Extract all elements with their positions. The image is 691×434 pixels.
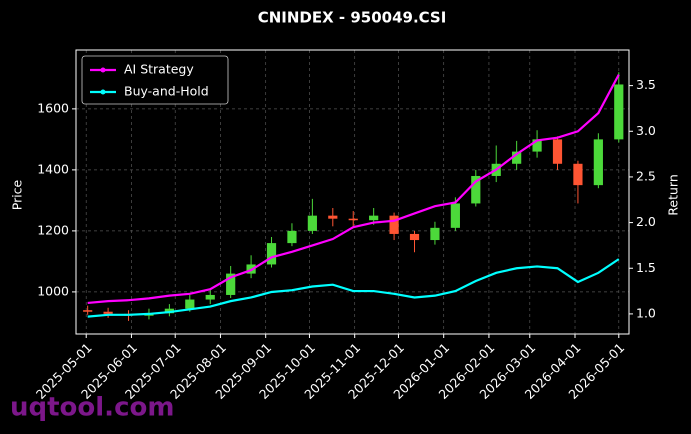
candle-body [614, 84, 624, 140]
candle-body [450, 203, 460, 228]
y-tick-label: 1600 [37, 100, 69, 115]
y-tick-label: 1200 [37, 222, 69, 237]
candle-body [471, 175, 481, 204]
candle-body [409, 233, 420, 241]
legend-marker [100, 67, 106, 73]
y2-tick-label: 2.0 [636, 214, 656, 229]
y2-tick-label: 2.5 [636, 168, 656, 183]
legend-label: AI Strategy [124, 62, 194, 77]
candle-body [369, 215, 379, 221]
candle-body [573, 163, 583, 186]
candle-body [328, 215, 338, 219]
candle-body [226, 273, 236, 295]
candle-body [307, 215, 317, 231]
candle-body [185, 299, 195, 309]
legend-box [81, 55, 229, 105]
plot-frame [75, 49, 630, 335]
candle-body [512, 151, 522, 164]
candle-body [430, 227, 440, 241]
candle-body [266, 243, 277, 265]
candle-body [348, 218, 358, 221]
candle-body [103, 311, 113, 314]
candle-body [205, 294, 215, 300]
chart-title: CNINDEX - 950049.CSI [258, 9, 447, 27]
y2-tick-label: 3.5 [636, 77, 656, 92]
candle-body [287, 230, 297, 244]
candle-body [552, 139, 563, 164]
candle-body [83, 310, 93, 312]
legend-label: Buy-and-Hold [124, 84, 209, 99]
y2-tick-label: 1.5 [636, 260, 656, 275]
watermark: uqtool.com [10, 393, 174, 423]
legend-marker [100, 89, 106, 95]
y2-tick-label: 3.0 [636, 123, 656, 138]
y-tick-label: 1000 [37, 283, 69, 298]
candle-body [389, 215, 399, 234]
y2-axis-label: Return [666, 174, 681, 215]
candle-body [593, 139, 603, 186]
y-tick-label: 1400 [37, 161, 69, 176]
line-series [87, 74, 620, 305]
candle-body [164, 308, 174, 314]
y2-tick-label: 1.0 [636, 305, 656, 320]
line-series [87, 258, 620, 318]
candle-body [532, 139, 542, 152]
y-axis-label: Price [10, 179, 25, 210]
